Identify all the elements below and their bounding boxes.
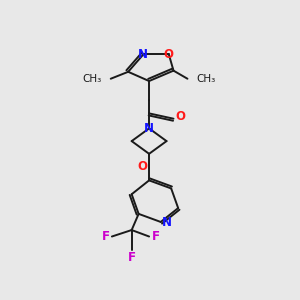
Text: CH₃: CH₃	[196, 74, 215, 84]
Text: N: N	[162, 216, 172, 229]
Text: N: N	[138, 48, 148, 61]
Text: CH₃: CH₃	[83, 74, 102, 84]
Text: O: O	[164, 48, 174, 61]
Text: O: O	[138, 160, 148, 173]
Text: F: F	[101, 230, 110, 242]
Text: F: F	[128, 251, 136, 264]
Text: O: O	[175, 110, 185, 123]
Text: F: F	[152, 230, 160, 242]
Text: N: N	[144, 122, 154, 135]
